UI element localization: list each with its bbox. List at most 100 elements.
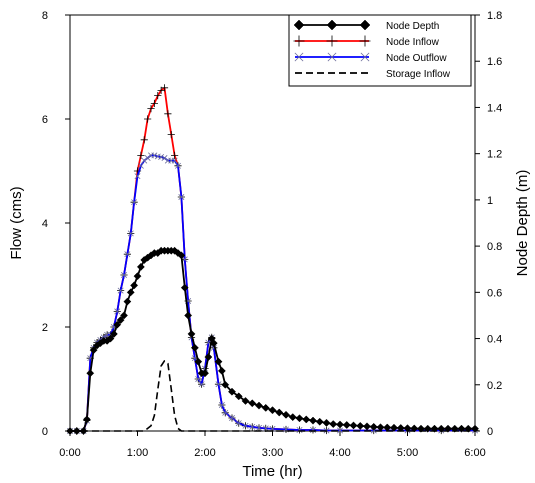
data-point	[161, 155, 168, 161]
data-point	[234, 392, 243, 401]
data-point	[117, 287, 124, 294]
y-tick-label: 8	[42, 10, 48, 22]
data-point	[184, 311, 193, 320]
data-point	[396, 424, 405, 432]
y2-tick-label: 1.8	[487, 10, 502, 22]
series-group	[66, 84, 479, 435]
data-point	[383, 423, 392, 432]
data-point	[167, 131, 175, 139]
data-point	[360, 52, 370, 62]
data-point	[209, 339, 218, 348]
y2-tick-label: 1.2	[487, 149, 502, 161]
series-node-inflow	[66, 84, 479, 435]
data-point	[131, 199, 138, 206]
x-tick-label: 5:00	[397, 447, 418, 459]
data-point	[144, 115, 152, 123]
data-point	[66, 427, 74, 435]
data-point	[430, 424, 439, 433]
legend-item-node-outflow: Node Outflow	[294, 52, 447, 64]
legend-item-storage-inflow: Storage Inflow	[295, 69, 451, 80]
data-point	[121, 272, 127, 278]
data-point	[464, 424, 473, 433]
data-point	[444, 424, 452, 433]
y2-tick-label: 1.6	[487, 56, 502, 68]
data-point	[349, 421, 358, 430]
data-point	[136, 262, 145, 271]
data-point	[89, 346, 98, 355]
data-point	[106, 334, 115, 343]
data-point	[201, 369, 209, 378]
y2-tick-label: 0.2	[487, 380, 502, 392]
data-point	[337, 427, 343, 434]
data-point	[190, 343, 199, 352]
data-point	[79, 427, 88, 435]
y-axis-label: Flow (cms)	[8, 186, 25, 259]
data-point	[195, 376, 202, 382]
series-line-storage-inflow	[70, 359, 475, 432]
data-point	[214, 357, 223, 366]
y2-tick-label: 1.4	[487, 102, 502, 114]
data-point	[249, 423, 256, 430]
data-point	[141, 157, 148, 164]
data-point	[171, 151, 179, 159]
data-point	[288, 413, 297, 422]
x-axis-label: Time (hr)	[242, 463, 302, 480]
data-point	[150, 99, 158, 107]
data-point	[302, 415, 311, 424]
data-point	[217, 366, 226, 375]
data-point	[336, 420, 344, 429]
data-point	[376, 423, 385, 432]
data-point	[417, 424, 425, 433]
legend-label-node-inflow: Node Inflow	[386, 37, 440, 48]
y2-axis-label: Node Depth (m)	[514, 170, 531, 277]
data-point	[140, 136, 148, 144]
x-tick-label: 4:00	[329, 447, 350, 459]
legend-label-node-depth: Node Depth	[386, 21, 439, 32]
data-point	[151, 152, 158, 159]
data-point	[356, 421, 365, 430]
data-point	[363, 422, 371, 431]
y-tick-label: 2	[42, 322, 48, 334]
legend-item-node-depth: Node Depth	[293, 19, 439, 32]
y-tick-label: 0	[42, 426, 48, 438]
data-point	[342, 421, 351, 429]
data-point	[175, 162, 181, 169]
data-point	[295, 414, 304, 423]
data-point	[127, 230, 134, 237]
data-point	[120, 311, 128, 320]
data-point	[241, 397, 250, 405]
data-point	[255, 401, 263, 410]
x-tick-label: 0:00	[59, 447, 80, 459]
data-point	[187, 329, 196, 338]
data-point	[133, 272, 142, 281]
legend-box	[288, 14, 472, 87]
data-point	[322, 418, 331, 427]
legend-label-node-outflow: Node Outflow	[386, 53, 447, 64]
series-line-node-inflow	[70, 86, 475, 432]
y-tick-label: 6	[42, 114, 48, 126]
data-point	[359, 35, 371, 47]
data-point	[268, 406, 277, 415]
y2-tick-label: 0	[487, 426, 493, 438]
data-point	[282, 410, 290, 419]
data-point	[164, 110, 172, 118]
y2-tick-label: 1	[487, 195, 493, 207]
data-point	[410, 424, 419, 433]
data-point	[171, 157, 178, 164]
y2-tick-label: 0.6	[487, 287, 502, 299]
data-point	[293, 19, 305, 31]
data-point	[123, 297, 132, 306]
x-tick-label: 3:00	[262, 447, 283, 459]
data-point	[82, 415, 91, 424]
data-point	[194, 357, 203, 366]
data-point	[160, 84, 169, 92]
data-point	[215, 381, 222, 388]
series-node-depth	[66, 246, 479, 435]
series-storage-inflow	[70, 359, 475, 432]
data-point	[329, 420, 338, 429]
data-point	[154, 92, 162, 100]
data-point	[126, 288, 135, 297]
data-point	[137, 162, 144, 169]
data-point	[235, 420, 242, 427]
